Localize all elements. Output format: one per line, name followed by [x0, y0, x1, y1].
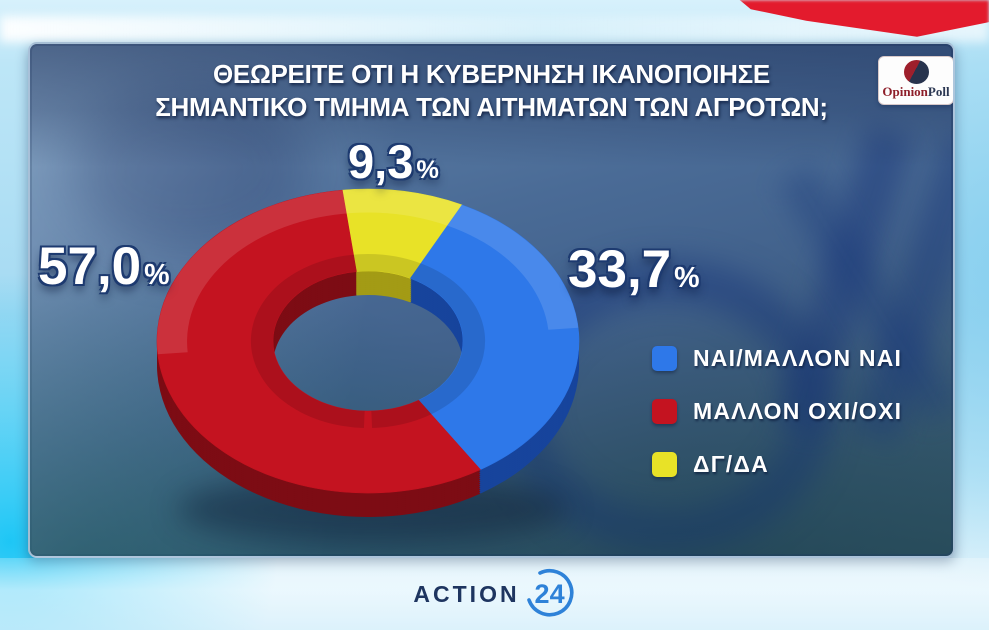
- poll-question: ΘΕΩΡΕΙΤΕ ΟΤΙ Η ΚΥΒΕΡΝΗΣΗ ΙΚΑΝΟΠΟΙΗΣΕ ΣΗΜ…: [30, 58, 953, 124]
- legend-item-nai: ΝΑΙ/ΜΑΛΛΟΝ ΝΑΙ: [652, 344, 902, 372]
- donut-chart: [156, 188, 580, 517]
- action24-logo: ACTION 24: [413, 568, 575, 620]
- value-label-nai: 33,7%: [568, 240, 700, 299]
- legend-item-oxi: ΜΑΛΛΟΝ ΟΧΙ/ΟΧΙ: [652, 397, 902, 425]
- opinionpoll-pie-icon: [903, 60, 929, 84]
- action24-number: 24: [534, 578, 565, 609]
- value-label-dgda: 9,3%: [348, 135, 439, 188]
- legend-swatch-yellow: [652, 451, 677, 477]
- action24-number-badge: 24: [524, 568, 576, 620]
- legend-label-oxi: ΜΑΛΛΟΝ ΟΧΙ/ΟΧΙ: [693, 397, 903, 424]
- channel-strip: ACTION 24: [0, 558, 989, 630]
- opinionpoll-text-opinion: Opinion: [882, 84, 928, 99]
- opinionpoll-text-poll: Poll: [927, 84, 950, 99]
- poll-question-line1: ΘΕΩΡΕΙΤΕ ΟΤΙ Η ΚΥΒΕΡΝΗΣΗ ΙΚΑΝΟΠΟΙΗΣΕ: [213, 59, 770, 89]
- legend-label-nai: ΝΑΙ/ΜΑΛΛΟΝ ΝΑΙ: [693, 344, 903, 371]
- poll-question-line2: ΣΗΜΑΝΤΙΚΟ ΤΜΗΜΑ ΤΩΝ ΑΙΤΗΜΑΤΩΝ ΤΩΝ ΑΓΡΟΤΩ…: [155, 92, 828, 122]
- legend-item-dgda: ΔΓ/ΔΑ: [652, 450, 902, 478]
- legend-swatch-red: [652, 398, 677, 424]
- action24-text: ACTION: [413, 580, 520, 607]
- opinionpoll-logo: OpinionPoll: [878, 56, 953, 105]
- poll-panel: ΘΕΩΡΕΙΤΕ ΟΤΙ Η ΚΥΒΕΡΝΗΣΗ ΙΚΑΝΟΠΟΙΗΣΕ ΣΗΜ…: [28, 42, 955, 558]
- value-label-mallon-oxi: 57,0%: [38, 237, 170, 296]
- action24-arc-icon: [526, 568, 574, 617]
- chart-legend: ΝΑΙ/ΜΑΛΛΟΝ ΝΑΙ ΜΑΛΛΟΝ ΟΧΙ/ΟΧΙ ΔΓ/ΔΑ: [652, 344, 902, 478]
- legend-swatch-blue: [652, 345, 677, 371]
- legend-label-dgda: ΔΓ/ΔΑ: [693, 450, 769, 477]
- opinionpoll-logo-text: OpinionPoll: [882, 84, 949, 100]
